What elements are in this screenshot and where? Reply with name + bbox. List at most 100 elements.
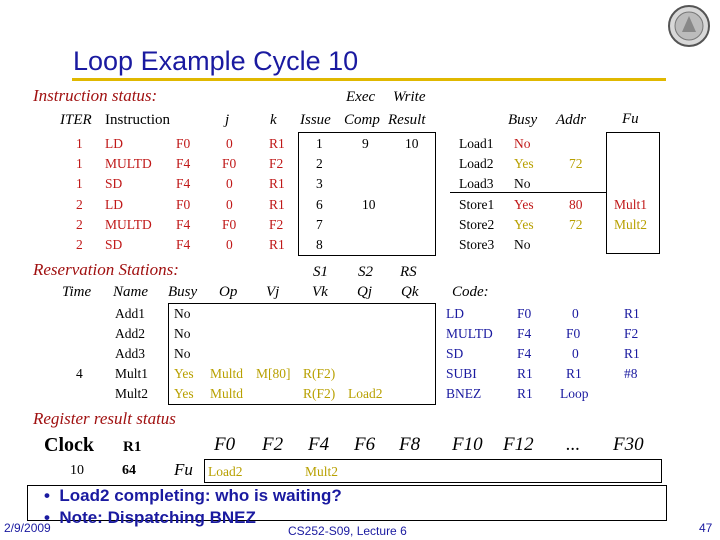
dest-cell: F4: [176, 156, 191, 171]
code-op: MULTD: [446, 326, 493, 341]
header-k: k: [270, 112, 277, 128]
clock-label: Clock: [44, 434, 94, 456]
iter-cell: 2: [76, 197, 83, 212]
header-addr: Addr: [556, 112, 586, 128]
issue-cell: 1: [316, 136, 323, 151]
code-arg-b: 0: [572, 346, 579, 361]
load-store-divider: [450, 192, 606, 193]
university-seal-icon: [668, 5, 710, 47]
reservation-box: [168, 303, 436, 405]
dest-cell: F4: [176, 217, 191, 232]
buffer-name: Load2: [459, 156, 494, 171]
buffer-busy: Yes: [514, 197, 534, 212]
j-cell: F0: [222, 217, 237, 232]
header-s2: S2: [358, 264, 373, 280]
slide-title: Loop Example Cycle 10: [73, 46, 359, 76]
buffer-name: Store2: [459, 217, 495, 232]
register-name: F0: [214, 434, 236, 455]
issue-cell: 7: [316, 217, 323, 232]
rs-busy: Yes: [174, 386, 194, 401]
code-arg-a: R1: [517, 386, 533, 401]
rs-name: Mult1: [115, 366, 149, 381]
rs-vk: R(F2): [303, 386, 336, 401]
op-cell: SD: [105, 176, 123, 191]
k-cell: R1: [269, 136, 285, 151]
rs-vj: M[80]: [256, 366, 291, 381]
buffer-busy: No: [514, 176, 531, 191]
iter-cell: 2: [76, 237, 83, 252]
header-time: Time: [62, 284, 92, 300]
buffer-name: Store3: [459, 237, 495, 252]
fu-label: Fu: [174, 460, 193, 479]
buffer-busy: No: [514, 136, 531, 151]
code-arg-b: R1: [566, 366, 582, 381]
buffer-name: Load1: [459, 136, 494, 151]
buffer-name: Load3: [459, 176, 494, 191]
rs-name: Mult2: [115, 386, 149, 401]
exec-label: Exec: [346, 89, 376, 105]
code-arg-a: F4: [517, 346, 532, 361]
buffer-busy: Yes: [514, 217, 534, 232]
rs-busy: No: [174, 306, 191, 321]
buffer-busy: Yes: [514, 156, 534, 171]
j-cell: 0: [226, 197, 233, 212]
j-cell: 0: [226, 237, 233, 252]
code-op: SUBI: [446, 366, 477, 381]
rs-qj: Load2: [348, 386, 383, 401]
title-rule: [72, 78, 666, 81]
comp-cell: 9: [362, 136, 369, 151]
page-number: 47: [699, 521, 713, 535]
instruction-status-box: [298, 132, 436, 256]
op-cell: MULTD: [105, 156, 152, 171]
register-name: F30: [613, 434, 644, 455]
header-rs-busy: Busy: [168, 284, 198, 300]
r1-value: 64: [122, 463, 136, 478]
header-iter: ITER: [60, 112, 92, 128]
clock-value: 10: [70, 463, 84, 478]
iter-cell: 2: [76, 217, 83, 232]
buffer-addr: 72: [569, 156, 583, 171]
dest-cell: F4: [176, 237, 191, 252]
code-arg-a: F4: [517, 326, 532, 341]
code-arg-c: R1: [624, 346, 640, 361]
k-cell: F2: [269, 156, 284, 171]
header-result: Result: [388, 112, 426, 128]
code-arg-c: F2: [624, 326, 639, 341]
register-result-label: Register result status: [33, 409, 176, 428]
dest-cell: F0: [176, 197, 191, 212]
dest-cell: F4: [176, 176, 191, 191]
rs-busy: No: [174, 346, 191, 361]
header-issue: Issue: [300, 112, 331, 128]
j-cell: F0: [222, 156, 237, 171]
issue-cell: 3: [316, 176, 323, 191]
write-label: Write: [393, 89, 426, 105]
bullet-text: Load2 completing: who is waiting?: [59, 486, 342, 505]
bullet-item: • Load2 completing: who is waiting?: [44, 486, 342, 505]
dest-cell: F0: [176, 136, 191, 151]
header-rs: RS: [400, 264, 417, 280]
buffer-busy: No: [514, 237, 531, 252]
header-s1: S1: [313, 264, 328, 280]
register-name: ...: [566, 434, 581, 455]
bullet-text: Note: Dispatching BNEZ: [59, 508, 256, 527]
footer-course: CS252-S09, Lecture 6: [288, 524, 407, 538]
bullet-item: • Note: Dispatching BNEZ: [44, 508, 256, 527]
register-name: F12: [503, 434, 534, 455]
reservation-stations-label: Reservation Stations:: [33, 260, 179, 279]
op-cell: LD: [105, 136, 123, 151]
code-arg-a: F0: [517, 306, 532, 321]
rs-name: Add3: [115, 346, 145, 361]
issue-cell: 2: [316, 156, 323, 171]
code-arg-b: 0: [572, 306, 579, 321]
buffer-fu: Mult1: [614, 197, 648, 212]
header-op: Op: [219, 284, 238, 300]
code-op: BNEZ: [446, 386, 482, 401]
k-cell: F2: [269, 217, 284, 232]
rs-time: 4: [76, 366, 83, 381]
register-name: F2: [262, 434, 284, 455]
header-busy: Busy: [508, 112, 538, 128]
header-instruction: Instruction: [105, 112, 170, 128]
code-arg-b: Loop: [560, 386, 589, 401]
header-j: j: [225, 112, 230, 128]
rs-busy: No: [174, 326, 191, 341]
